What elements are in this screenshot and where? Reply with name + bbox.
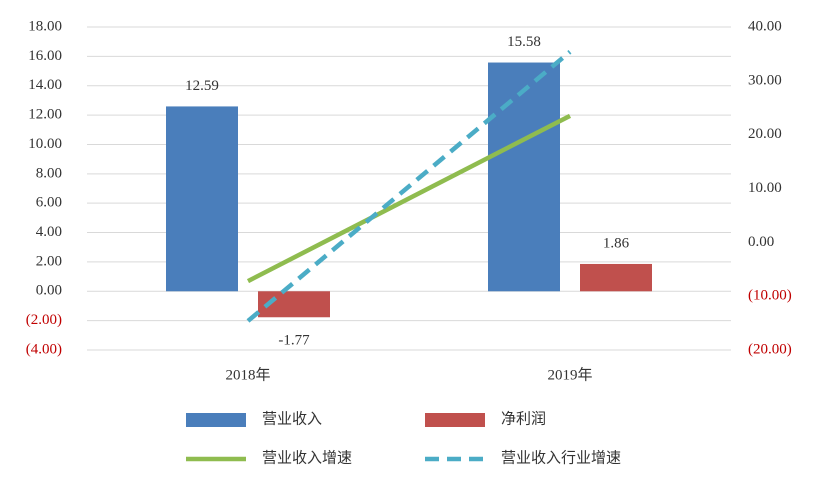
y2-tick-label: (10.00) <box>748 288 792 304</box>
y-tick-label: 12.00 <box>28 107 62 123</box>
y2-tick-label: 20.00 <box>748 126 782 142</box>
y-tick-label: (2.00) <box>26 312 62 328</box>
legend-label: 营业收入增速 <box>262 449 352 466</box>
y-tick-label: 16.00 <box>28 48 62 64</box>
y-tick-label: 18.00 <box>28 18 62 34</box>
line <box>246 50 572 323</box>
y2-tick-label: 40.00 <box>748 18 782 34</box>
data-label: -1.77 <box>278 333 310 349</box>
y-tick-label: 2.00 <box>36 253 62 269</box>
y-tick-label: 4.00 <box>36 224 62 240</box>
y-tick-label: 8.00 <box>36 165 62 181</box>
line <box>246 113 572 284</box>
x-tick-label: 2018年 <box>225 366 270 383</box>
x-tick-label: 2019年 <box>547 366 592 383</box>
bar <box>580 263 652 292</box>
y-tick-label: (4.00) <box>26 341 62 357</box>
y2-tick-label: (20.00) <box>748 341 792 357</box>
legend-swatch <box>425 413 485 427</box>
data-label: 1.86 <box>603 235 630 251</box>
y-tick-label: 10.00 <box>28 136 62 152</box>
y-tick-label: 0.00 <box>36 283 62 299</box>
y2-tick-label: 10.00 <box>748 180 782 196</box>
y2-tick-label: 0.00 <box>748 234 774 250</box>
data-label: 12.59 <box>185 78 219 94</box>
y2-tick-label: 30.00 <box>748 72 782 88</box>
bar <box>488 62 560 292</box>
y-tick-label: 14.00 <box>28 77 62 93</box>
legend-label: 净利润 <box>501 410 546 427</box>
legend-label: 营业收入 <box>262 410 322 427</box>
legend-label: 营业收入行业增速 <box>501 449 621 466</box>
bar <box>166 106 238 292</box>
data-label: 15.58 <box>507 34 541 50</box>
legend-swatch <box>186 413 246 427</box>
y-tick-label: 6.00 <box>36 195 62 211</box>
